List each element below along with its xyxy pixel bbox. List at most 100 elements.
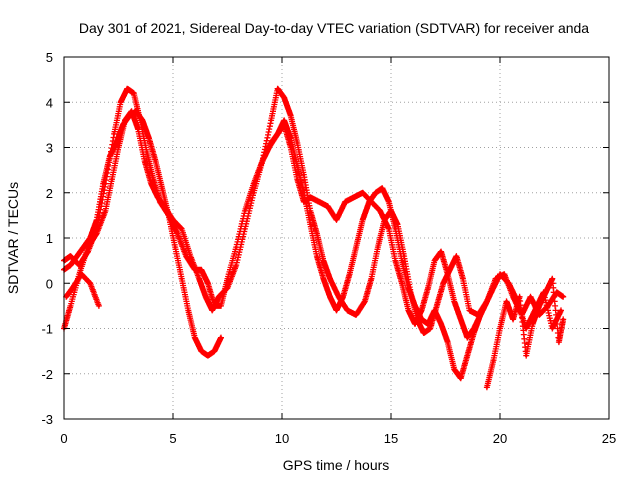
data-point	[308, 195, 312, 199]
x-tick-label: 15	[384, 431, 398, 446]
data-point	[352, 195, 356, 199]
data-point	[199, 268, 203, 272]
data-point	[101, 182, 105, 186]
data-point	[465, 336, 469, 340]
data-point	[117, 146, 120, 149]
data-point	[173, 245, 177, 249]
data-point	[289, 136, 293, 140]
data-point	[468, 308, 471, 312]
data-point	[446, 272, 450, 276]
data-point	[82, 245, 86, 249]
data-point	[550, 277, 554, 281]
data-point	[71, 286, 75, 290]
data-point	[79, 272, 83, 276]
data-point	[550, 327, 554, 330]
data-point	[108, 155, 112, 159]
data-point	[559, 308, 563, 312]
data-point	[95, 218, 99, 222]
data-point	[295, 177, 299, 181]
y-tick-label: 4	[46, 95, 53, 110]
data-point	[321, 259, 325, 263]
data-point	[302, 191, 306, 195]
data-point	[507, 281, 511, 285]
y-tick-label: -2	[41, 367, 53, 382]
data-point	[263, 155, 267, 159]
data-point	[354, 313, 358, 317]
data-point	[97, 304, 101, 308]
data-point	[439, 250, 443, 254]
data-point	[335, 308, 338, 312]
data-point	[112, 132, 116, 136]
data-point	[406, 308, 410, 312]
data-point	[219, 336, 223, 340]
data-point	[134, 109, 138, 113]
data-point	[557, 340, 561, 344]
data-point	[478, 313, 482, 317]
series-markers	[483, 275, 567, 391]
data-point	[121, 123, 125, 127]
y-tick-label: 2	[46, 186, 53, 201]
y-axis-label: SDTVAR / TECUs	[5, 182, 21, 294]
data-point	[197, 277, 201, 281]
data-point	[147, 136, 151, 140]
data-point	[459, 317, 463, 321]
y-tick-label: 3	[46, 141, 53, 156]
data-point	[282, 118, 286, 122]
data-point	[302, 173, 306, 177]
x-tick-label: 20	[493, 431, 507, 446]
x-tick-labels: 0 5 10 15 20 25	[60, 431, 616, 446]
data-point	[367, 200, 371, 204]
data-point	[529, 295, 532, 299]
x-tick-label: 5	[169, 431, 176, 446]
data-point	[69, 304, 72, 308]
data-point	[361, 191, 365, 195]
data-point	[369, 277, 373, 281]
data-point	[524, 354, 528, 358]
data-point	[199, 349, 203, 353]
data-point	[186, 308, 190, 312]
data-point	[361, 218, 365, 222]
data-point	[234, 263, 238, 267]
data-point	[489, 290, 493, 294]
data-point	[406, 286, 410, 290]
data-point	[433, 308, 437, 312]
data-point	[426, 286, 430, 290]
data-point	[143, 159, 147, 163]
data-point	[243, 227, 247, 231]
data-point	[472, 331, 476, 335]
data-point	[335, 218, 338, 222]
data-point	[188, 254, 192, 258]
data-point	[524, 327, 528, 330]
data-point	[459, 376, 463, 380]
data-point	[260, 159, 264, 163]
data-point	[435, 304, 439, 308]
data-point	[454, 254, 458, 258]
grid-lines	[64, 57, 609, 419]
data-point	[531, 322, 535, 326]
data-point	[439, 322, 443, 326]
data-point	[64, 295, 68, 299]
data-point	[337, 295, 341, 299]
data-point	[156, 195, 160, 199]
data-point	[269, 118, 273, 122]
data-point	[295, 164, 299, 168]
x-tick-label: 0	[60, 431, 67, 446]
data-point	[154, 159, 158, 163]
data-point	[119, 100, 123, 104]
data-point	[315, 232, 319, 235]
data-point	[289, 114, 293, 118]
data-point	[400, 259, 404, 263]
data-point	[348, 272, 352, 276]
data-point	[132, 91, 136, 95]
data-point	[276, 132, 280, 136]
data-point	[354, 245, 358, 249]
data-point	[204, 295, 208, 299]
data-point	[69, 263, 72, 267]
data-point	[376, 245, 380, 249]
data-point	[428, 327, 432, 330]
data-point	[295, 141, 299, 145]
data-point	[544, 290, 548, 294]
series-track-5	[63, 271, 102, 309]
y-tick-labels: -3 -2 -1 0 1 2 3 4 5	[41, 50, 53, 427]
